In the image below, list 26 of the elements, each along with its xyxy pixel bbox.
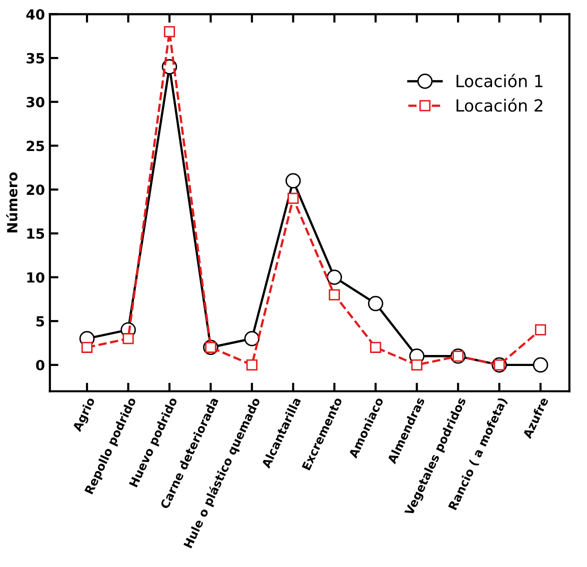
y-tick-label: 20	[26, 184, 44, 196]
point	[122, 333, 134, 344]
legend-label: Locación 2	[456, 98, 542, 112]
point	[288, 192, 299, 204]
y-tick-label: 35	[26, 52, 44, 64]
point	[164, 26, 176, 38]
point	[368, 296, 384, 312]
y-axis-title: Número	[6, 172, 18, 232]
point	[81, 342, 93, 353]
point	[532, 357, 548, 373]
y-tick-label: 40	[26, 9, 44, 20]
point	[246, 359, 258, 370]
y-tick-label: 0	[36, 360, 44, 370]
y-tick-label: 5	[36, 316, 44, 327]
legend-label: Locación 1	[456, 74, 542, 88]
point	[244, 330, 260, 346]
point	[534, 324, 546, 336]
y-tick-label: 25	[26, 140, 44, 152]
point	[328, 289, 340, 300]
y-tick-label: 15	[27, 228, 44, 239]
y-tick-label: 10	[27, 272, 44, 283]
point	[326, 270, 342, 285]
point	[411, 359, 422, 370]
y-tick-label: 30	[26, 96, 44, 108]
point	[286, 173, 301, 188]
point	[370, 342, 382, 353]
